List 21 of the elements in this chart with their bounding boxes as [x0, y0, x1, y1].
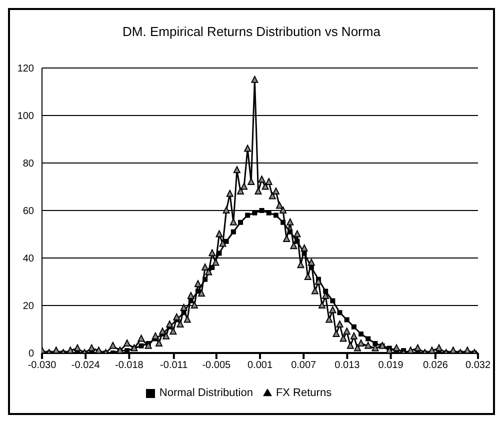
x-tick-label: 0.026: [422, 360, 448, 372]
x-tick-label: -0.018: [115, 360, 144, 372]
y-tick-label: 60: [22, 206, 34, 218]
x-tick-label: 0.032: [465, 360, 491, 372]
x-tick-label: 0.019: [378, 360, 404, 372]
y-tick-label: 20: [22, 301, 34, 312]
x-tick-label: -0.024: [71, 360, 100, 372]
y-tick-label: 80: [22, 158, 34, 170]
x-tick-label: -0.030: [28, 360, 57, 372]
x-tick-label: 0.007: [291, 360, 317, 372]
x-tick-label: 0.001: [247, 360, 273, 372]
y-tick-label: 100: [17, 111, 34, 122]
x-tick-label: -0.011: [160, 360, 188, 372]
x-tick-label: -0.005: [202, 360, 232, 372]
legend-label: Normal Distribution: [159, 387, 253, 399]
x-tick-label: 0.013: [334, 360, 360, 372]
y-tick-label: 40: [22, 254, 34, 265]
y-tick-label: 0: [28, 348, 34, 360]
y-tick-label: 120: [17, 64, 34, 75]
chart-title: DM. Empirical Returns Distribution vs Norma: [122, 24, 382, 41]
legend-label: FX Returns: [276, 387, 332, 399]
